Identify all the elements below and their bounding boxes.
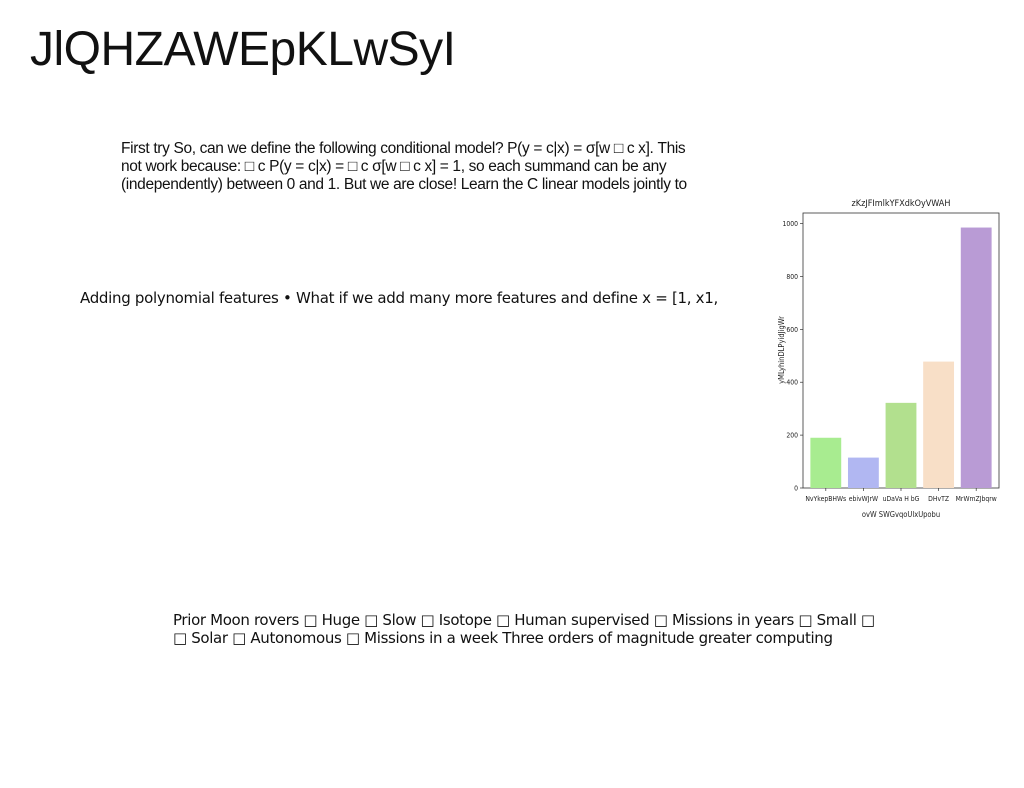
text-block-conditional-model: First try So, can we define the followin… <box>121 140 741 194</box>
x-tick-label: uDaVa H bG <box>883 495 920 503</box>
x-axis: NvYkepBHWs ebivWJrW uDaVa H bG DHvTZ MrWmZJb… <box>805 488 997 503</box>
bar <box>885 402 917 488</box>
y-tick-label: 0 <box>794 485 798 493</box>
y-axis: 0 200 400 600 800 1000 <box>782 220 803 493</box>
text-line: □ Solar □ Autonomous □ Missions in a wee… <box>173 629 833 647</box>
bar-chart: zKzJFImlkYFXdkOyVWAH 0 200 400 600 800 1000 N… <box>777 199 1000 519</box>
x-axis-label: ovW SWGvqoUlxUpobu <box>862 510 940 519</box>
x-tick-label: ebivWJrW <box>849 495 878 503</box>
text-line: First try So, can we define the followin… <box>121 140 686 157</box>
y-tick-label: 1000 <box>782 220 798 228</box>
bar <box>960 227 992 488</box>
y-tick-label: 400 <box>786 379 798 387</box>
bar <box>847 457 879 488</box>
bar-series <box>810 227 992 488</box>
text-line: (independently) between 0 and 1. But we … <box>121 176 687 193</box>
y-tick-label: 800 <box>786 273 798 281</box>
text-line: not work because: □ c P(y = c|x) = □ c σ… <box>121 158 667 175</box>
text-line: Prior Moon rovers □ Huge □ Slow □ Isotop… <box>173 611 875 629</box>
bar <box>810 437 842 488</box>
y-axis-label: yMLyhinDLPyidJigWr <box>777 316 786 384</box>
x-tick-label: DHvTZ <box>928 495 949 503</box>
chart-title: zKzJFImlkYFXdkOyVWAH <box>852 199 951 209</box>
y-tick-label: 200 <box>786 432 798 440</box>
text-block-polynomial-features: Adding polynomial features • What if we … <box>80 289 718 307</box>
y-tick-label: 600 <box>786 326 798 334</box>
page-title: JlQHZAWEpKLwSyI <box>30 23 456 76</box>
text-block-moon-rovers: Prior Moon rovers □ Huge □ Slow □ Isotop… <box>173 611 875 647</box>
x-tick-label: MrWmZJbqrw <box>956 495 997 503</box>
bar <box>923 361 955 488</box>
x-tick-label: NvYkepBHWs <box>805 495 846 503</box>
